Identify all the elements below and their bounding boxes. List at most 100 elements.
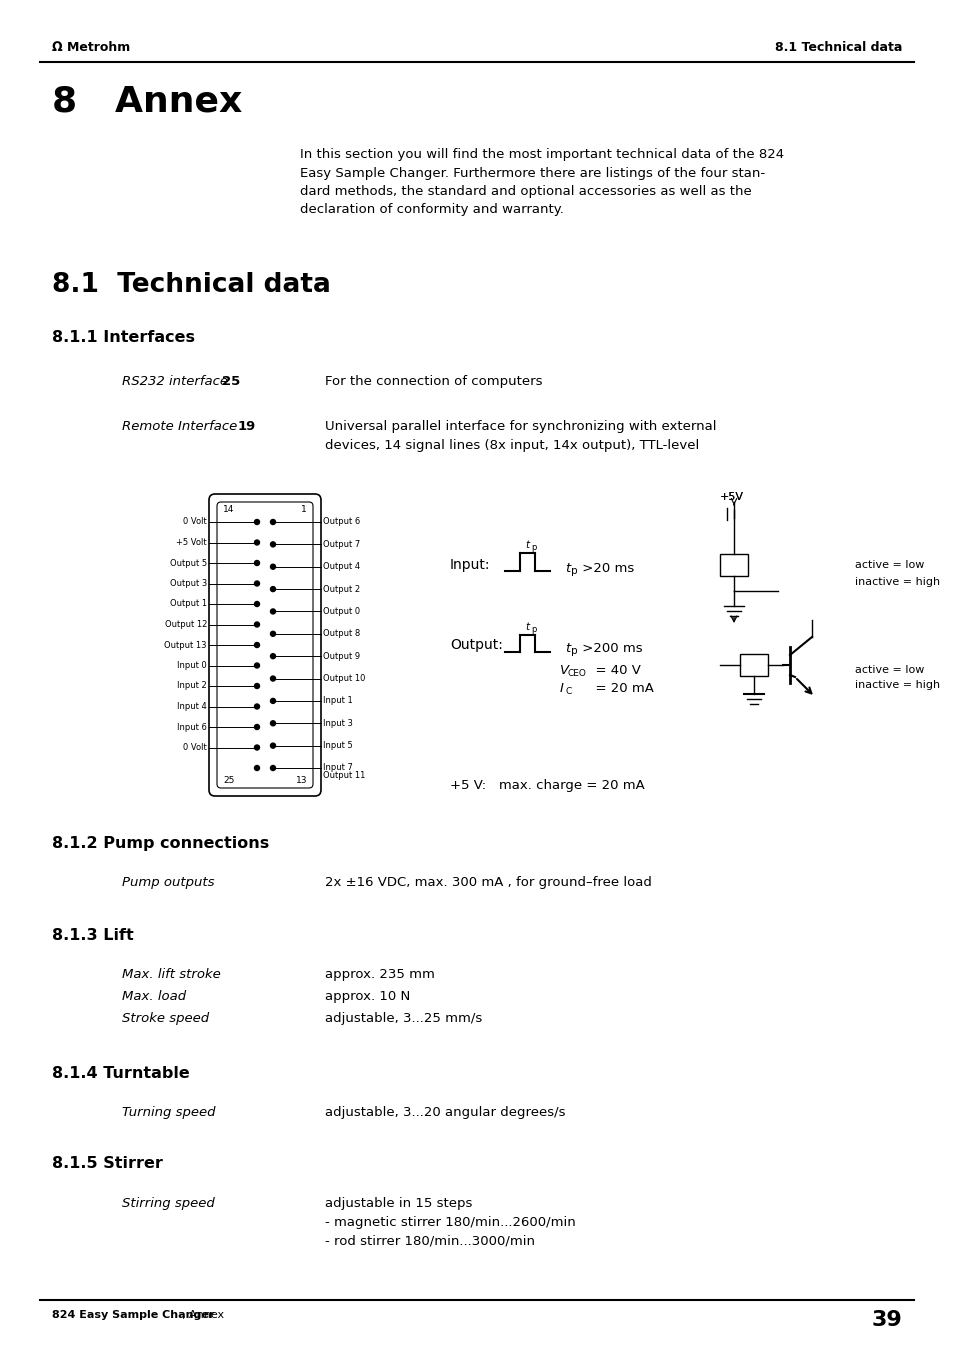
Text: Output 9: Output 9	[323, 651, 359, 661]
Text: 1: 1	[301, 505, 307, 513]
Circle shape	[254, 540, 259, 544]
Text: Input 2: Input 2	[177, 681, 207, 690]
Text: Output 4: Output 4	[323, 562, 359, 571]
Text: Output 5: Output 5	[170, 558, 207, 567]
Text: Output 13: Output 13	[164, 640, 207, 650]
Text: 14: 14	[223, 505, 234, 513]
Text: Output 6: Output 6	[323, 517, 360, 527]
Circle shape	[254, 704, 259, 709]
Text: adjustable in 15 steps
- magnetic stirrer 180/min...2600/min
- rod stirrer 180/m: adjustable in 15 steps - magnetic stirre…	[325, 1197, 576, 1248]
Text: 8.1.4 Turntable: 8.1.4 Turntable	[52, 1066, 190, 1081]
Text: p: p	[531, 543, 536, 553]
Circle shape	[254, 766, 259, 770]
FancyBboxPatch shape	[209, 494, 320, 796]
Circle shape	[254, 621, 259, 627]
Text: 8.1.5 Stirrer: 8.1.5 Stirrer	[52, 1156, 163, 1171]
Text: Output 1: Output 1	[170, 600, 207, 608]
Text: Input 5: Input 5	[323, 742, 353, 750]
Text: I: I	[559, 681, 563, 694]
Text: >200 ms: >200 ms	[578, 642, 642, 654]
Circle shape	[254, 520, 259, 524]
Circle shape	[254, 724, 259, 730]
Text: Output 7: Output 7	[323, 540, 360, 549]
Text: +5V: +5V	[720, 492, 743, 503]
Text: Output:: Output:	[450, 638, 502, 653]
Text: RS232 interface: RS232 interface	[122, 376, 232, 388]
Text: Input 4: Input 4	[177, 703, 207, 711]
Text: Pump outputs: Pump outputs	[122, 875, 214, 889]
Text: Output 11: Output 11	[323, 771, 365, 781]
Text: 25: 25	[222, 376, 240, 388]
Circle shape	[254, 601, 259, 607]
Text: = 40 V: = 40 V	[586, 663, 640, 677]
Text: C: C	[565, 686, 572, 696]
Circle shape	[271, 676, 275, 681]
Text: p: p	[531, 626, 536, 634]
Text: Input 7: Input 7	[323, 763, 353, 773]
Text: active = low: active = low	[854, 561, 923, 570]
Text: t: t	[524, 621, 529, 632]
Text: p: p	[571, 566, 577, 576]
Text: Input 0: Input 0	[177, 661, 207, 670]
Text: 2x ±16 VDC, max. 300 mA , for ground–free load: 2x ±16 VDC, max. 300 mA , for ground–fre…	[325, 875, 651, 889]
Text: Remote Interface: Remote Interface	[122, 420, 241, 434]
Circle shape	[271, 698, 275, 704]
Circle shape	[271, 766, 275, 770]
Text: inactive = high: inactive = high	[854, 680, 939, 690]
Text: 8.1 Technical data: 8.1 Technical data	[774, 41, 901, 54]
Text: CEO: CEO	[567, 669, 586, 677]
Text: t: t	[564, 642, 570, 654]
Text: Stirring speed: Stirring speed	[122, 1197, 214, 1210]
Text: 25: 25	[223, 775, 234, 785]
Text: 13: 13	[295, 775, 307, 785]
Text: Output 12: Output 12	[165, 620, 207, 630]
Text: Output 2: Output 2	[323, 585, 359, 593]
Text: Stroke speed: Stroke speed	[122, 1012, 209, 1025]
Text: +5 Volt: +5 Volt	[176, 538, 207, 547]
Text: Input 1: Input 1	[323, 696, 353, 705]
Text: Output 8: Output 8	[323, 630, 360, 638]
Text: Max. lift stroke: Max. lift stroke	[122, 969, 220, 981]
Text: Input 6: Input 6	[177, 723, 207, 731]
Text: adjustable, 3...25 mm/s: adjustable, 3...25 mm/s	[325, 1012, 482, 1025]
Text: t: t	[524, 540, 529, 550]
Circle shape	[254, 643, 259, 647]
Circle shape	[254, 581, 259, 586]
Text: +5 V:   max. charge = 20 mA: +5 V: max. charge = 20 mA	[450, 778, 644, 792]
Text: V: V	[559, 663, 569, 677]
Circle shape	[271, 721, 275, 725]
Text: inactive = high: inactive = high	[854, 577, 939, 586]
Text: Turning speed: Turning speed	[122, 1106, 215, 1119]
Text: 8.1.1 Interfaces: 8.1.1 Interfaces	[52, 330, 194, 345]
Text: 8.1.2 Pump connections: 8.1.2 Pump connections	[52, 836, 269, 851]
Text: 0 Volt: 0 Volt	[183, 743, 207, 753]
Circle shape	[271, 654, 275, 659]
Text: Output 3: Output 3	[170, 580, 207, 588]
Text: 19: 19	[237, 420, 256, 434]
Text: = 20 mA: = 20 mA	[586, 681, 653, 694]
Text: Universal parallel interface for synchronizing with external
devices, 14 signal : Universal parallel interface for synchro…	[325, 420, 716, 451]
Circle shape	[254, 663, 259, 667]
Text: +5V: +5V	[720, 492, 743, 503]
Text: Output 0: Output 0	[323, 607, 359, 616]
Text: 0 Volt: 0 Volt	[183, 517, 207, 527]
Circle shape	[254, 561, 259, 566]
Circle shape	[254, 684, 259, 689]
Circle shape	[271, 542, 275, 547]
Text: 8.1  Technical data: 8.1 Technical data	[52, 272, 331, 299]
Circle shape	[271, 565, 275, 569]
Circle shape	[271, 631, 275, 636]
Bar	[720, 554, 747, 576]
Bar	[740, 654, 767, 676]
Circle shape	[271, 520, 275, 524]
Circle shape	[271, 743, 275, 748]
Text: For the connection of computers: For the connection of computers	[325, 376, 542, 388]
Text: Ω Metrohm: Ω Metrohm	[52, 41, 131, 54]
Text: Input 3: Input 3	[323, 719, 353, 728]
Text: >20 ms: >20 ms	[578, 562, 634, 574]
Text: In this section you will find the most important technical data of the 824
Easy : In this section you will find the most i…	[299, 149, 783, 216]
Text: 39: 39	[870, 1310, 901, 1329]
Circle shape	[271, 609, 275, 613]
Text: adjustable, 3...20 angular degrees/s: adjustable, 3...20 angular degrees/s	[325, 1106, 565, 1119]
Text: approx. 235 mm: approx. 235 mm	[325, 969, 435, 981]
